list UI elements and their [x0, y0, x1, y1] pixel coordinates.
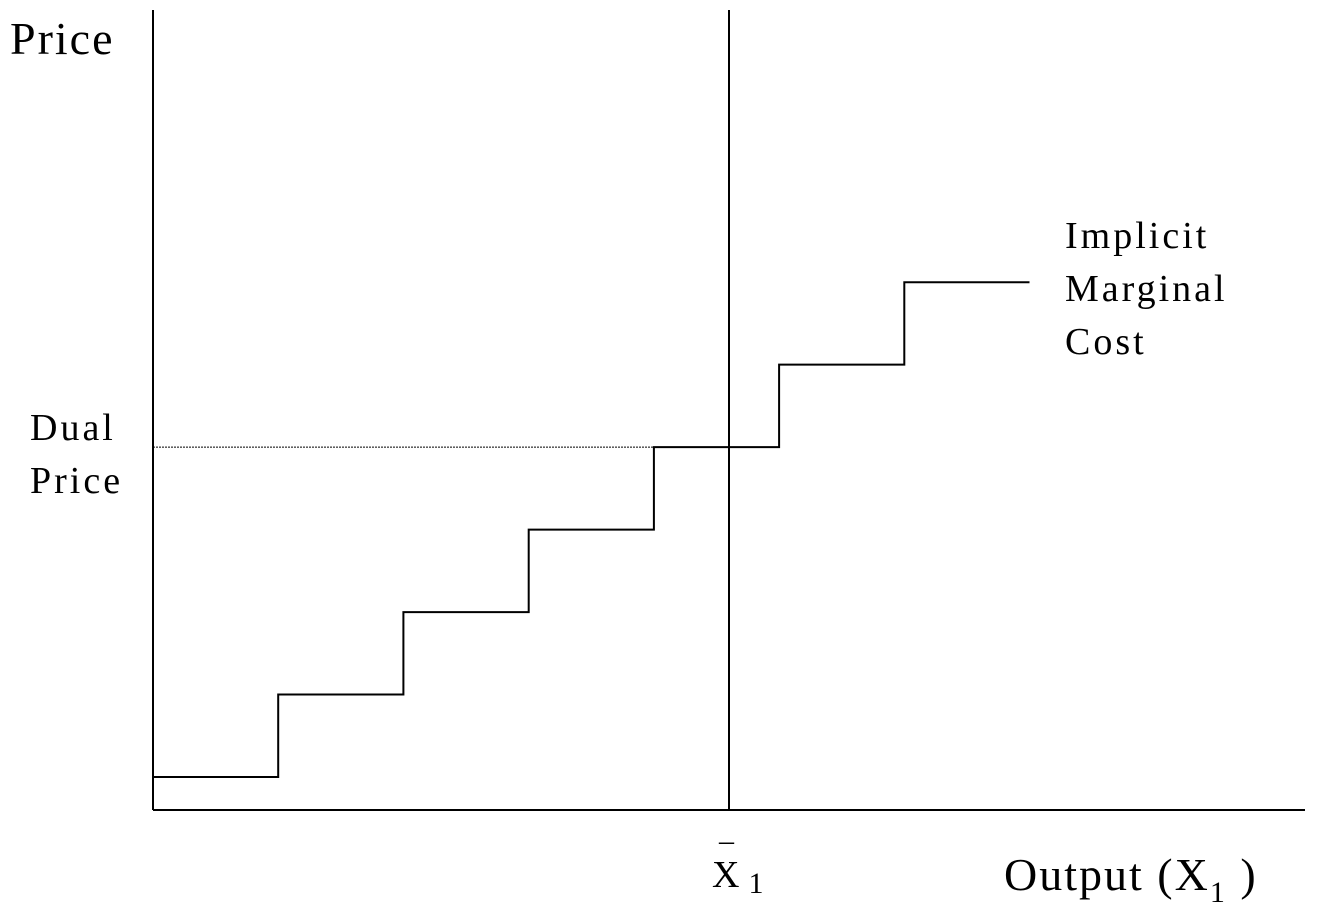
- x-bar-overline: –: [718, 824, 735, 857]
- series-label-line-3: Cost: [1065, 321, 1147, 363]
- implicit-marginal-cost-curve: [153, 281, 1030, 778]
- series-label-line-2: Marginal: [1065, 268, 1228, 310]
- x-bar-symbol: X: [712, 854, 742, 896]
- dual-price-label-line-2: Price: [30, 460, 123, 502]
- x-axis-title: Output (X1 ): [1004, 849, 1258, 909]
- x-bar-subscript: 1: [748, 867, 766, 900]
- x-axis-title-close: ): [1227, 849, 1258, 900]
- series-label: Implicit Marginal Cost: [1065, 215, 1240, 363]
- x-axis-title-main: Output (X: [1004, 849, 1210, 900]
- series-label-line-1: Implicit: [1065, 215, 1209, 257]
- dual-price-label-line-1: Dual: [30, 407, 116, 449]
- dual-price-label: Dual Price: [30, 407, 128, 502]
- x-axis-title-subscript: 1: [1210, 876, 1227, 909]
- y-axis-title: Price: [10, 13, 115, 64]
